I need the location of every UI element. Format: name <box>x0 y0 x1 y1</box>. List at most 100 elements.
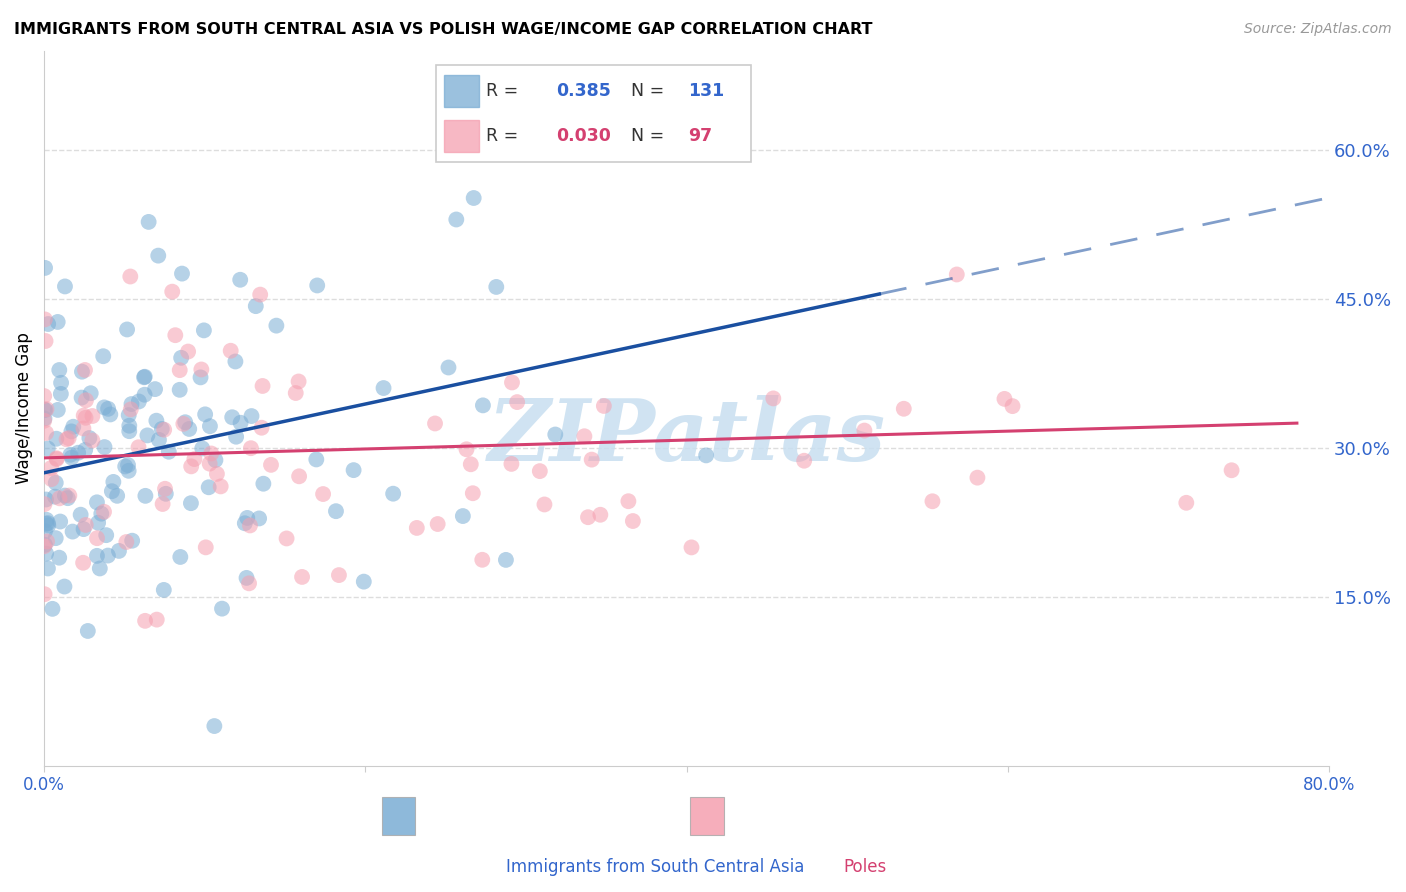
Point <box>193 323 215 337</box>
Point <box>34 334 56 348</box>
Point <box>224 354 246 368</box>
Point <box>35 425 58 440</box>
Point <box>41 472 63 486</box>
Point <box>53 489 76 503</box>
Point <box>621 514 644 528</box>
Point <box>55 433 77 447</box>
Point <box>128 394 150 409</box>
Point <box>120 402 142 417</box>
Point <box>239 518 262 533</box>
Point <box>134 614 156 628</box>
Point <box>75 442 97 457</box>
Point <box>529 464 551 478</box>
Point <box>145 613 167 627</box>
Text: Poles: Poles <box>844 858 887 876</box>
Point <box>250 421 273 435</box>
Point <box>544 427 567 442</box>
Point <box>35 492 58 507</box>
Point <box>120 269 142 284</box>
Point <box>152 497 174 511</box>
Point <box>37 518 59 533</box>
Point <box>45 531 67 545</box>
Point <box>423 417 446 431</box>
Point <box>34 524 56 539</box>
Point <box>80 386 103 401</box>
Point <box>471 553 494 567</box>
Point <box>172 417 194 431</box>
Point <box>45 451 67 466</box>
Point <box>288 469 311 483</box>
Point <box>240 409 263 423</box>
Point <box>128 440 150 454</box>
Point <box>589 508 612 522</box>
Point <box>495 553 517 567</box>
Point <box>235 571 257 585</box>
FancyBboxPatch shape <box>690 797 724 835</box>
Point <box>921 494 943 508</box>
Point <box>37 516 59 531</box>
Y-axis label: Wage/Income Gap: Wage/Income Gap <box>15 333 32 484</box>
Point <box>506 395 529 409</box>
Point <box>198 457 221 471</box>
Point <box>32 402 55 417</box>
Point <box>209 479 232 493</box>
Point <box>153 582 176 597</box>
Point <box>48 550 70 565</box>
Point <box>58 489 80 503</box>
Point <box>153 423 176 437</box>
Point <box>34 587 56 601</box>
Point <box>405 521 427 535</box>
Point <box>471 398 494 412</box>
Point <box>312 487 335 501</box>
Point <box>446 212 468 227</box>
Point <box>49 515 72 529</box>
Point <box>373 381 395 395</box>
Point <box>592 399 614 413</box>
Point <box>617 494 640 508</box>
Point <box>793 454 815 468</box>
Point <box>211 601 233 615</box>
Point <box>134 388 156 402</box>
Point <box>501 376 523 390</box>
Point <box>252 379 274 393</box>
Point <box>34 538 56 552</box>
Point <box>1001 399 1024 413</box>
Point <box>1220 463 1243 477</box>
Point <box>118 418 141 433</box>
Point <box>138 215 160 229</box>
Point <box>233 516 256 531</box>
Point <box>35 516 58 531</box>
Point <box>53 279 76 293</box>
Point <box>307 278 329 293</box>
Point <box>41 602 63 616</box>
Point <box>91 349 114 363</box>
Point <box>245 299 267 313</box>
Point <box>115 322 138 336</box>
Point <box>461 486 484 500</box>
Point <box>204 453 226 467</box>
Point <box>180 459 202 474</box>
Point <box>200 446 222 460</box>
Point <box>39 461 62 475</box>
Point <box>72 522 94 536</box>
Point <box>853 424 876 438</box>
Point <box>966 470 988 484</box>
Point <box>56 491 79 505</box>
Point <box>103 475 125 489</box>
Point <box>49 387 72 401</box>
Point <box>1175 496 1198 510</box>
Point <box>145 414 167 428</box>
Text: IMMIGRANTS FROM SOUTH CENTRAL ASIA VS POLISH WAGE/INCOME GAP CORRELATION CHART: IMMIGRANTS FROM SOUTH CENTRAL ASIA VS PO… <box>14 22 873 37</box>
Point <box>35 547 58 561</box>
Point <box>284 386 307 401</box>
Point <box>165 328 187 343</box>
Point <box>291 570 314 584</box>
Point <box>574 429 596 443</box>
Point <box>34 497 56 511</box>
Point <box>177 344 200 359</box>
Point <box>353 574 375 589</box>
Point <box>37 442 59 456</box>
Point <box>45 452 67 467</box>
Point <box>463 191 485 205</box>
Point <box>136 428 159 442</box>
